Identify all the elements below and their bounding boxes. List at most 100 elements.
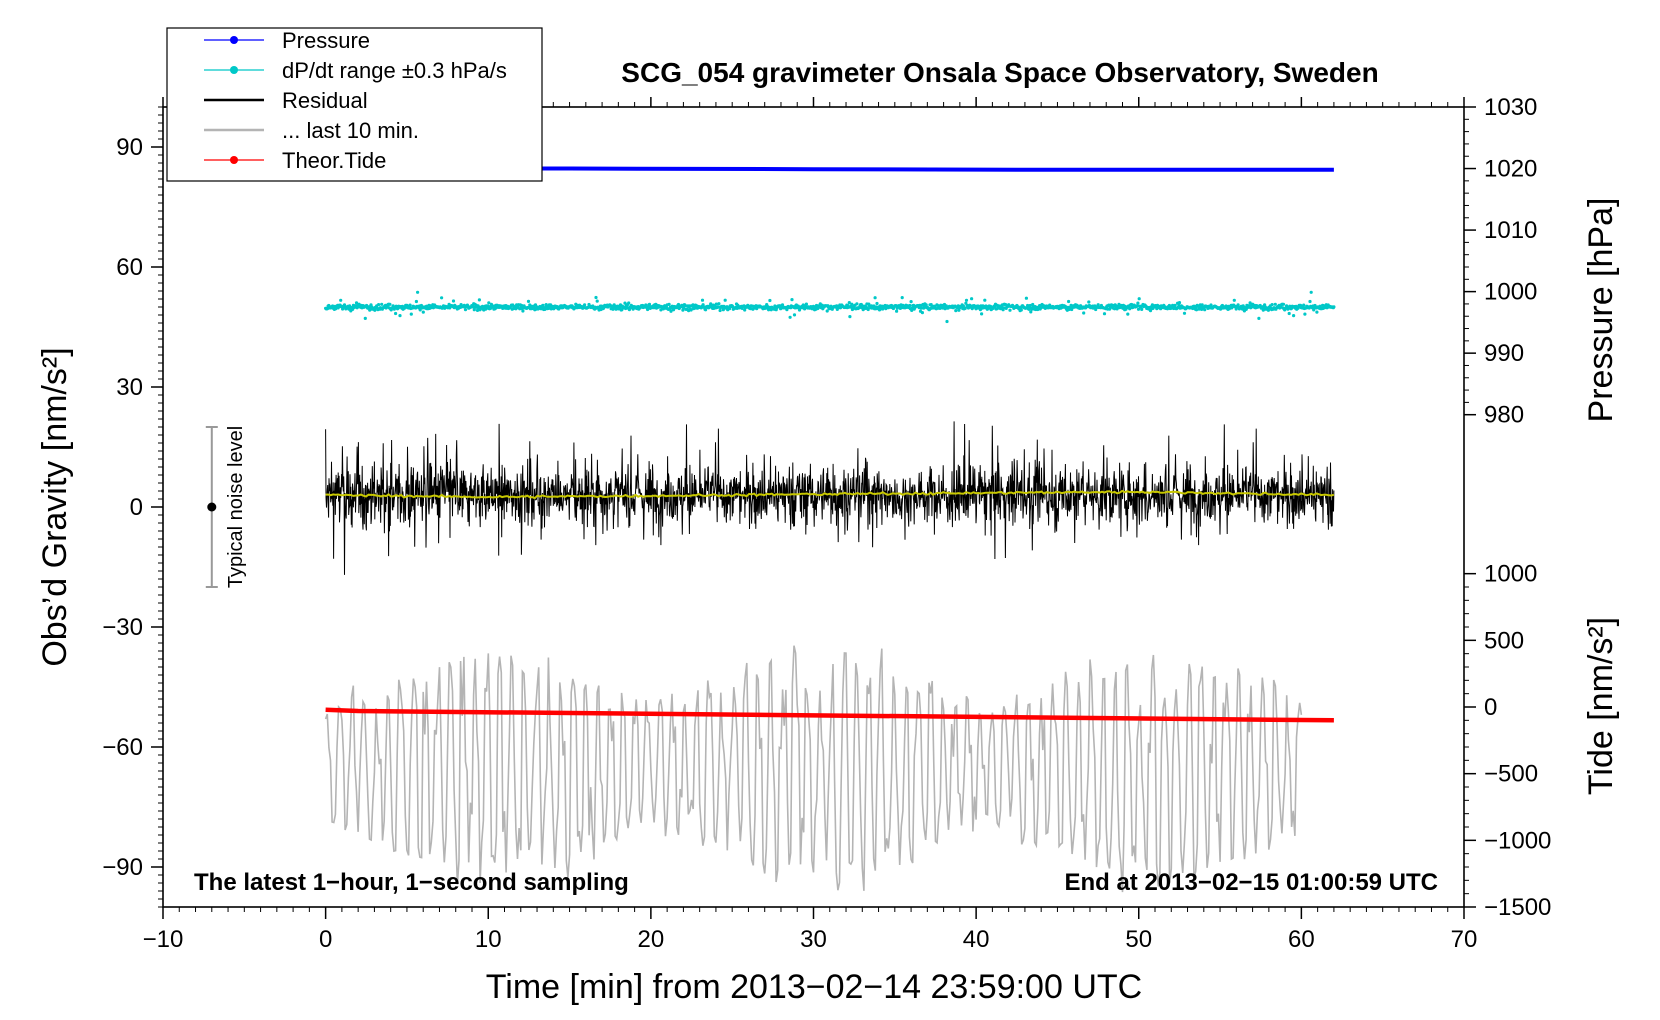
dpdt-point [595,299,599,303]
dpdt-point [1067,299,1071,304]
dpdt-point [748,307,753,311]
dpdt-point [388,302,392,306]
dpdt-point [1024,296,1028,300]
tide-tick-label: 500 [1484,627,1524,654]
dpdt-point [1117,302,1121,306]
dpdt-point [1130,302,1134,307]
dpdt-point [804,302,809,306]
dpdt-point [1082,311,1086,315]
legend-label: Pressure [282,28,370,53]
dpdt-point [701,303,705,307]
dpdt-point [667,302,671,306]
tide-tick-label: 0 [1484,694,1497,721]
dpdt-point [463,308,468,312]
x-tick-label: 0 [319,926,332,953]
dpdt-point [1315,310,1319,314]
dpdt-point [743,308,747,312]
dpdt-point [920,311,925,315]
legend-label: Theor.Tide [282,148,386,173]
dpdt-point [1136,301,1140,305]
x-tick-label: 70 [1451,926,1478,953]
dpdt-point [964,298,969,302]
legend-marker [230,36,238,44]
dpdt-point [689,308,693,312]
y-axis-label-pressure: Pressure [hPa] [1582,198,1620,423]
annotation-left: The latest 1−hour, 1−second sampling [194,869,629,896]
dpdt-point [1257,316,1261,320]
tide-tick-label: 1000 [1484,561,1537,588]
dpdt-point [825,309,829,313]
dpdt-point [487,301,491,305]
dpdt-point [408,303,412,307]
dpdt-point [704,308,708,312]
annotation-right: End at 2013−02−15 01:00:59 UTC [1064,869,1438,896]
dpdt-point [900,296,904,300]
dpdt-point [682,306,686,310]
pressure-tick-label: 980 [1484,402,1524,429]
dpdt-point [1332,305,1336,309]
series-residual [325,421,1335,575]
dpdt-point [583,303,587,307]
dpdt-point [373,308,377,312]
dpdt-point [792,313,797,317]
dpdt-point [855,302,859,306]
dpdt-point [717,302,721,306]
dpdt-point [623,301,627,305]
dpdt-point [1266,308,1270,312]
dpdt-point [1273,302,1277,306]
dpdt-point [1102,312,1107,316]
dpdt-point [1008,308,1012,312]
y-axis-label-gravity: Obs’d Gravity [nm/s²] [36,347,74,666]
dpdt-point [476,304,480,308]
dpdt-point [1303,312,1307,316]
dpdt-point [691,303,695,307]
dpdt-point [1177,303,1181,308]
x-tick-label: −10 [143,926,184,953]
dpdt-point [471,305,475,309]
dpdt-point [1096,303,1100,307]
pressure-tick-label: 990 [1484,340,1524,367]
dpdt-point [1002,306,1006,310]
series-dpdt [324,290,1336,324]
dpdt-point [709,302,713,306]
dpdt-point [418,308,422,312]
dpdt-point [860,304,865,308]
dpdt-point [1308,299,1312,304]
dpdt-point [957,308,961,312]
dpdt-point [477,298,481,302]
dpdt-point [377,303,381,307]
dpdt-point [1203,308,1207,312]
dpdt-point [614,307,618,311]
dpdt-point [409,312,413,316]
y-tick-label: −90 [102,854,143,881]
dpdt-point [1128,307,1132,311]
pressure-tick-label: 1030 [1484,94,1537,121]
dpdt-point [1029,310,1033,314]
noise-level-label: Typical noise level [225,426,247,588]
dpdt-point [398,314,402,318]
dpdt-point [847,301,851,305]
pressure-tick-label: 1020 [1484,156,1537,183]
dpdt-point [627,301,631,305]
dpdt-point [661,307,666,311]
legend-marker [230,156,238,164]
legend-box [166,27,543,182]
dpdt-point [970,297,974,301]
dpdt-point [1292,314,1296,318]
dpdt-point [547,306,551,310]
dpdt-point [875,301,879,306]
x-tick-label: 50 [1125,926,1152,953]
y-tick-label: 90 [116,134,143,161]
dpdt-point [700,298,705,302]
dpdt-point [1248,301,1252,305]
x-tick-label: 30 [800,926,827,953]
dpdt-point [646,307,650,312]
dpdt-point [872,304,876,308]
y-tick-label: −60 [102,734,143,761]
dpdt-point [647,302,652,306]
pressure-tick-label: 1000 [1484,279,1537,306]
dpdt-point [421,310,425,314]
dpdt-point [1137,297,1141,301]
dpdt-point [1182,311,1187,315]
dpdt-point [1232,298,1236,302]
